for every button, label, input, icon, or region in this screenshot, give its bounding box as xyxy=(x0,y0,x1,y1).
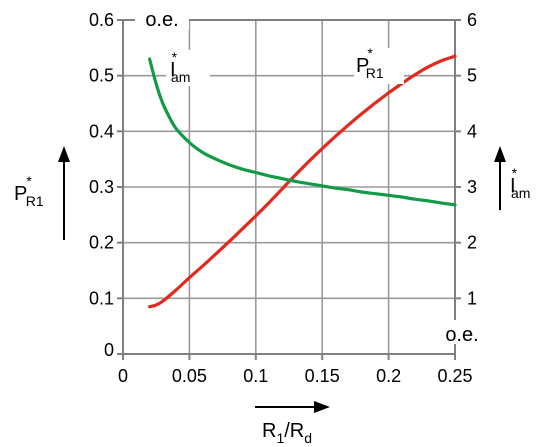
right-tick-label: 2 xyxy=(467,233,477,253)
left-axis-arrow xyxy=(58,146,70,240)
x-tick-label: 0.1 xyxy=(243,366,268,386)
right-tick-label: 4 xyxy=(467,121,477,141)
left-tick-label: 0 xyxy=(104,340,114,360)
tick-labels: 0 0.05 0.1 0.15 0.2 0.25 0 0.1 0.2 0.3 0.4 0.5 0.6 1 2… xyxy=(89,10,477,386)
series-label-bg-current xyxy=(166,50,210,86)
series-label-current: I* am xyxy=(170,49,190,85)
x-tick-label: 0 xyxy=(118,366,128,386)
series-lines xyxy=(148,54,457,309)
left-tick-label: 0.5 xyxy=(89,66,114,86)
left-tick-label: 0.2 xyxy=(89,233,114,253)
left-tick-label: 0.4 xyxy=(89,121,114,141)
right-tick-label: 5 xyxy=(467,66,477,86)
right-tick-label: 1 xyxy=(467,288,477,308)
unit-top-bg xyxy=(135,6,189,30)
tick-marks xyxy=(117,19,461,360)
x-axis-arrow xyxy=(255,401,330,413)
x-tick-label: 0.25 xyxy=(437,366,472,386)
unit-bottom-bg xyxy=(433,320,475,344)
left-tick-label: 0.6 xyxy=(89,10,114,30)
right-tick-label: 3 xyxy=(467,177,477,197)
left-tick-label: 0.3 xyxy=(89,177,114,197)
right-axis-unit: o.e. xyxy=(445,324,478,346)
series-label-bg-power xyxy=(354,48,404,84)
right-axis-label: I* am xyxy=(510,165,530,201)
x-tick-label: 0.15 xyxy=(305,366,340,386)
right-tick-label: 6 xyxy=(467,10,477,30)
left-tick-label: 0.1 xyxy=(89,288,114,308)
right-axis-arrow xyxy=(494,146,506,210)
series-line-current xyxy=(148,57,457,207)
series-label-power: P* R1 xyxy=(356,45,384,81)
left-axis-unit: o.e. xyxy=(145,9,178,31)
x-tick-label: 0.05 xyxy=(172,366,207,386)
x-tick-label: 0.2 xyxy=(376,366,401,386)
x-axis-label: R1/Rd xyxy=(262,420,312,446)
left-axis-label: P* R1 xyxy=(14,173,44,209)
